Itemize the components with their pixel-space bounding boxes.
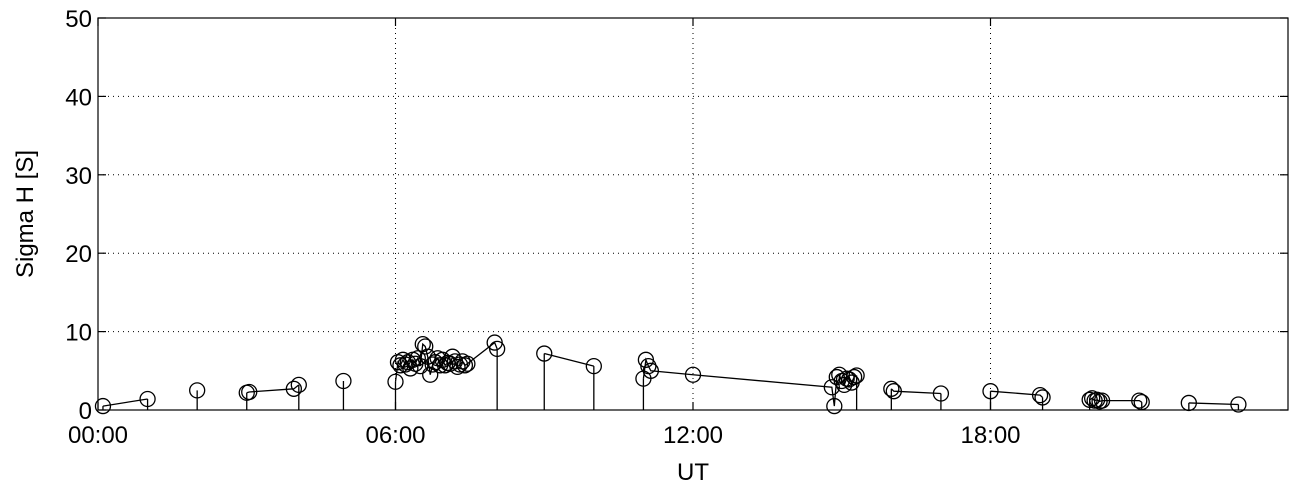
data-point [1093, 392, 1111, 409]
y-tick-label: 20 [65, 241, 92, 268]
data-point [451, 356, 469, 373]
series-line [890, 388, 941, 395]
x-tick-label: 18:00 [960, 422, 1020, 449]
data-point [883, 380, 900, 397]
series-line [642, 357, 857, 407]
data-point [189, 382, 206, 399]
data-point [1230, 396, 1247, 413]
x-tick-label: 00:00 [68, 422, 128, 449]
y-axis-label: Sigma H [S] [12, 150, 39, 278]
data-point [459, 355, 476, 372]
data-point [409, 350, 426, 367]
data-point [456, 357, 474, 374]
x-tick-label: 06:00 [365, 422, 425, 449]
tick-labels: 00:00 06:00 12:00 18:00 0 10 20 30 40 50 [65, 6, 1020, 449]
data-point [982, 383, 999, 400]
data-point [684, 366, 702, 383]
y-tick-label: 30 [65, 163, 92, 190]
data-series [94, 334, 1247, 415]
data-point [826, 397, 843, 415]
data-point [848, 367, 865, 384]
data-point [1131, 392, 1148, 409]
data-point [139, 390, 156, 408]
data-point [94, 397, 112, 415]
series-line [246, 384, 300, 394]
data-point [241, 383, 258, 401]
data-point [845, 368, 863, 386]
data-point [290, 376, 307, 394]
data-point [1133, 394, 1150, 411]
x-tick-label: 12:00 [663, 422, 723, 449]
data-point [1180, 394, 1197, 412]
data-point [285, 380, 303, 397]
data-point [536, 345, 553, 362]
series-line [990, 390, 1044, 398]
data-point [585, 357, 602, 375]
data-point [387, 373, 404, 390]
data-point [1031, 386, 1049, 404]
data-point [823, 379, 840, 396]
data-point [1081, 391, 1098, 408]
data-point [885, 383, 902, 400]
y-tick-label: 0 [79, 398, 92, 425]
data-point [932, 385, 950, 402]
data-point [488, 340, 506, 357]
data-point [449, 358, 466, 376]
series-line [544, 352, 594, 367]
data-point [1088, 391, 1106, 408]
data-point [1034, 389, 1051, 406]
grid [98, 18, 1288, 410]
data-point [335, 372, 352, 390]
series-line [1188, 402, 1239, 406]
data-point [642, 362, 660, 379]
y-tick-label: 10 [65, 320, 92, 347]
y-tick-label: 50 [65, 6, 92, 33]
y-tick-label: 40 [65, 84, 92, 111]
data-point [417, 338, 434, 355]
x-axis-label: UT [677, 459, 709, 486]
